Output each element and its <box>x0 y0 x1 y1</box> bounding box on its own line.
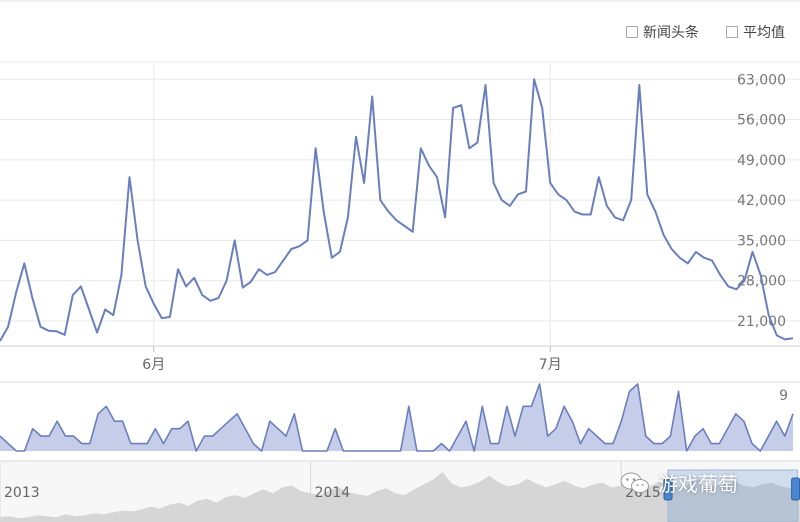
main-gridlines <box>0 61 800 347</box>
navigator-left-handle[interactable] <box>663 477 673 501</box>
main-y-tick-label: 49,000 <box>737 153 786 169</box>
wechat-icon <box>620 472 649 493</box>
legend-average-label: 平均值 <box>743 25 785 41</box>
sub-y-tick-label: 9 <box>779 388 788 404</box>
main-y-tick-label: 21,000 <box>737 314 786 330</box>
main-y-tick-label: 35,000 <box>737 233 786 249</box>
main-x-tick-labels: 6月7月8月9月 <box>142 357 562 373</box>
watermark-text: 游戏葡萄 <box>658 472 738 496</box>
main-y-tick-label: 42,000 <box>737 193 786 209</box>
main-y-tick-label: 63,000 <box>737 72 786 88</box>
navigator-right-handle[interactable] <box>791 477 800 501</box>
headline-area-chart: 9 <box>0 381 800 452</box>
legend-headlines[interactable]: 新闻头条 <box>626 22 699 42</box>
sub-series-line <box>0 383 794 452</box>
legend-headlines-label: 新闻头条 <box>643 25 699 41</box>
main-x-tick-label: 7月 <box>539 357 562 373</box>
legend-average-checkbox[interactable] <box>726 26 738 38</box>
main-line-chart: 21,00028,00035,00042,00049,00056,00063,0… <box>0 61 800 373</box>
navigator-selected-window[interactable] <box>667 469 799 522</box>
main-series-line <box>0 78 794 342</box>
navigator-year-labels: 2013 2014 2015 <box>0 462 661 522</box>
navigator-history-area <box>0 472 800 522</box>
sub-y-tick-labels: 9 <box>779 388 788 404</box>
navigator-year-label: 2013 <box>4 485 40 501</box>
navigator-year-label: 2014 <box>315 485 351 501</box>
main-y-tick-label: 56,000 <box>737 113 786 129</box>
watermark: 游戏葡萄 <box>620 468 738 497</box>
legend-average[interactable]: 平均值 <box>726 22 785 42</box>
main-x-tick-label: 6月 <box>142 357 165 373</box>
main-x-ticks <box>153 62 551 352</box>
time-range-navigator[interactable]: 2013 2014 2015 <box>0 460 800 522</box>
legend-headlines-checkbox[interactable] <box>626 26 638 38</box>
main-y-tick-labels: 21,00028,00035,00042,00049,00056,00063,0… <box>737 72 786 330</box>
